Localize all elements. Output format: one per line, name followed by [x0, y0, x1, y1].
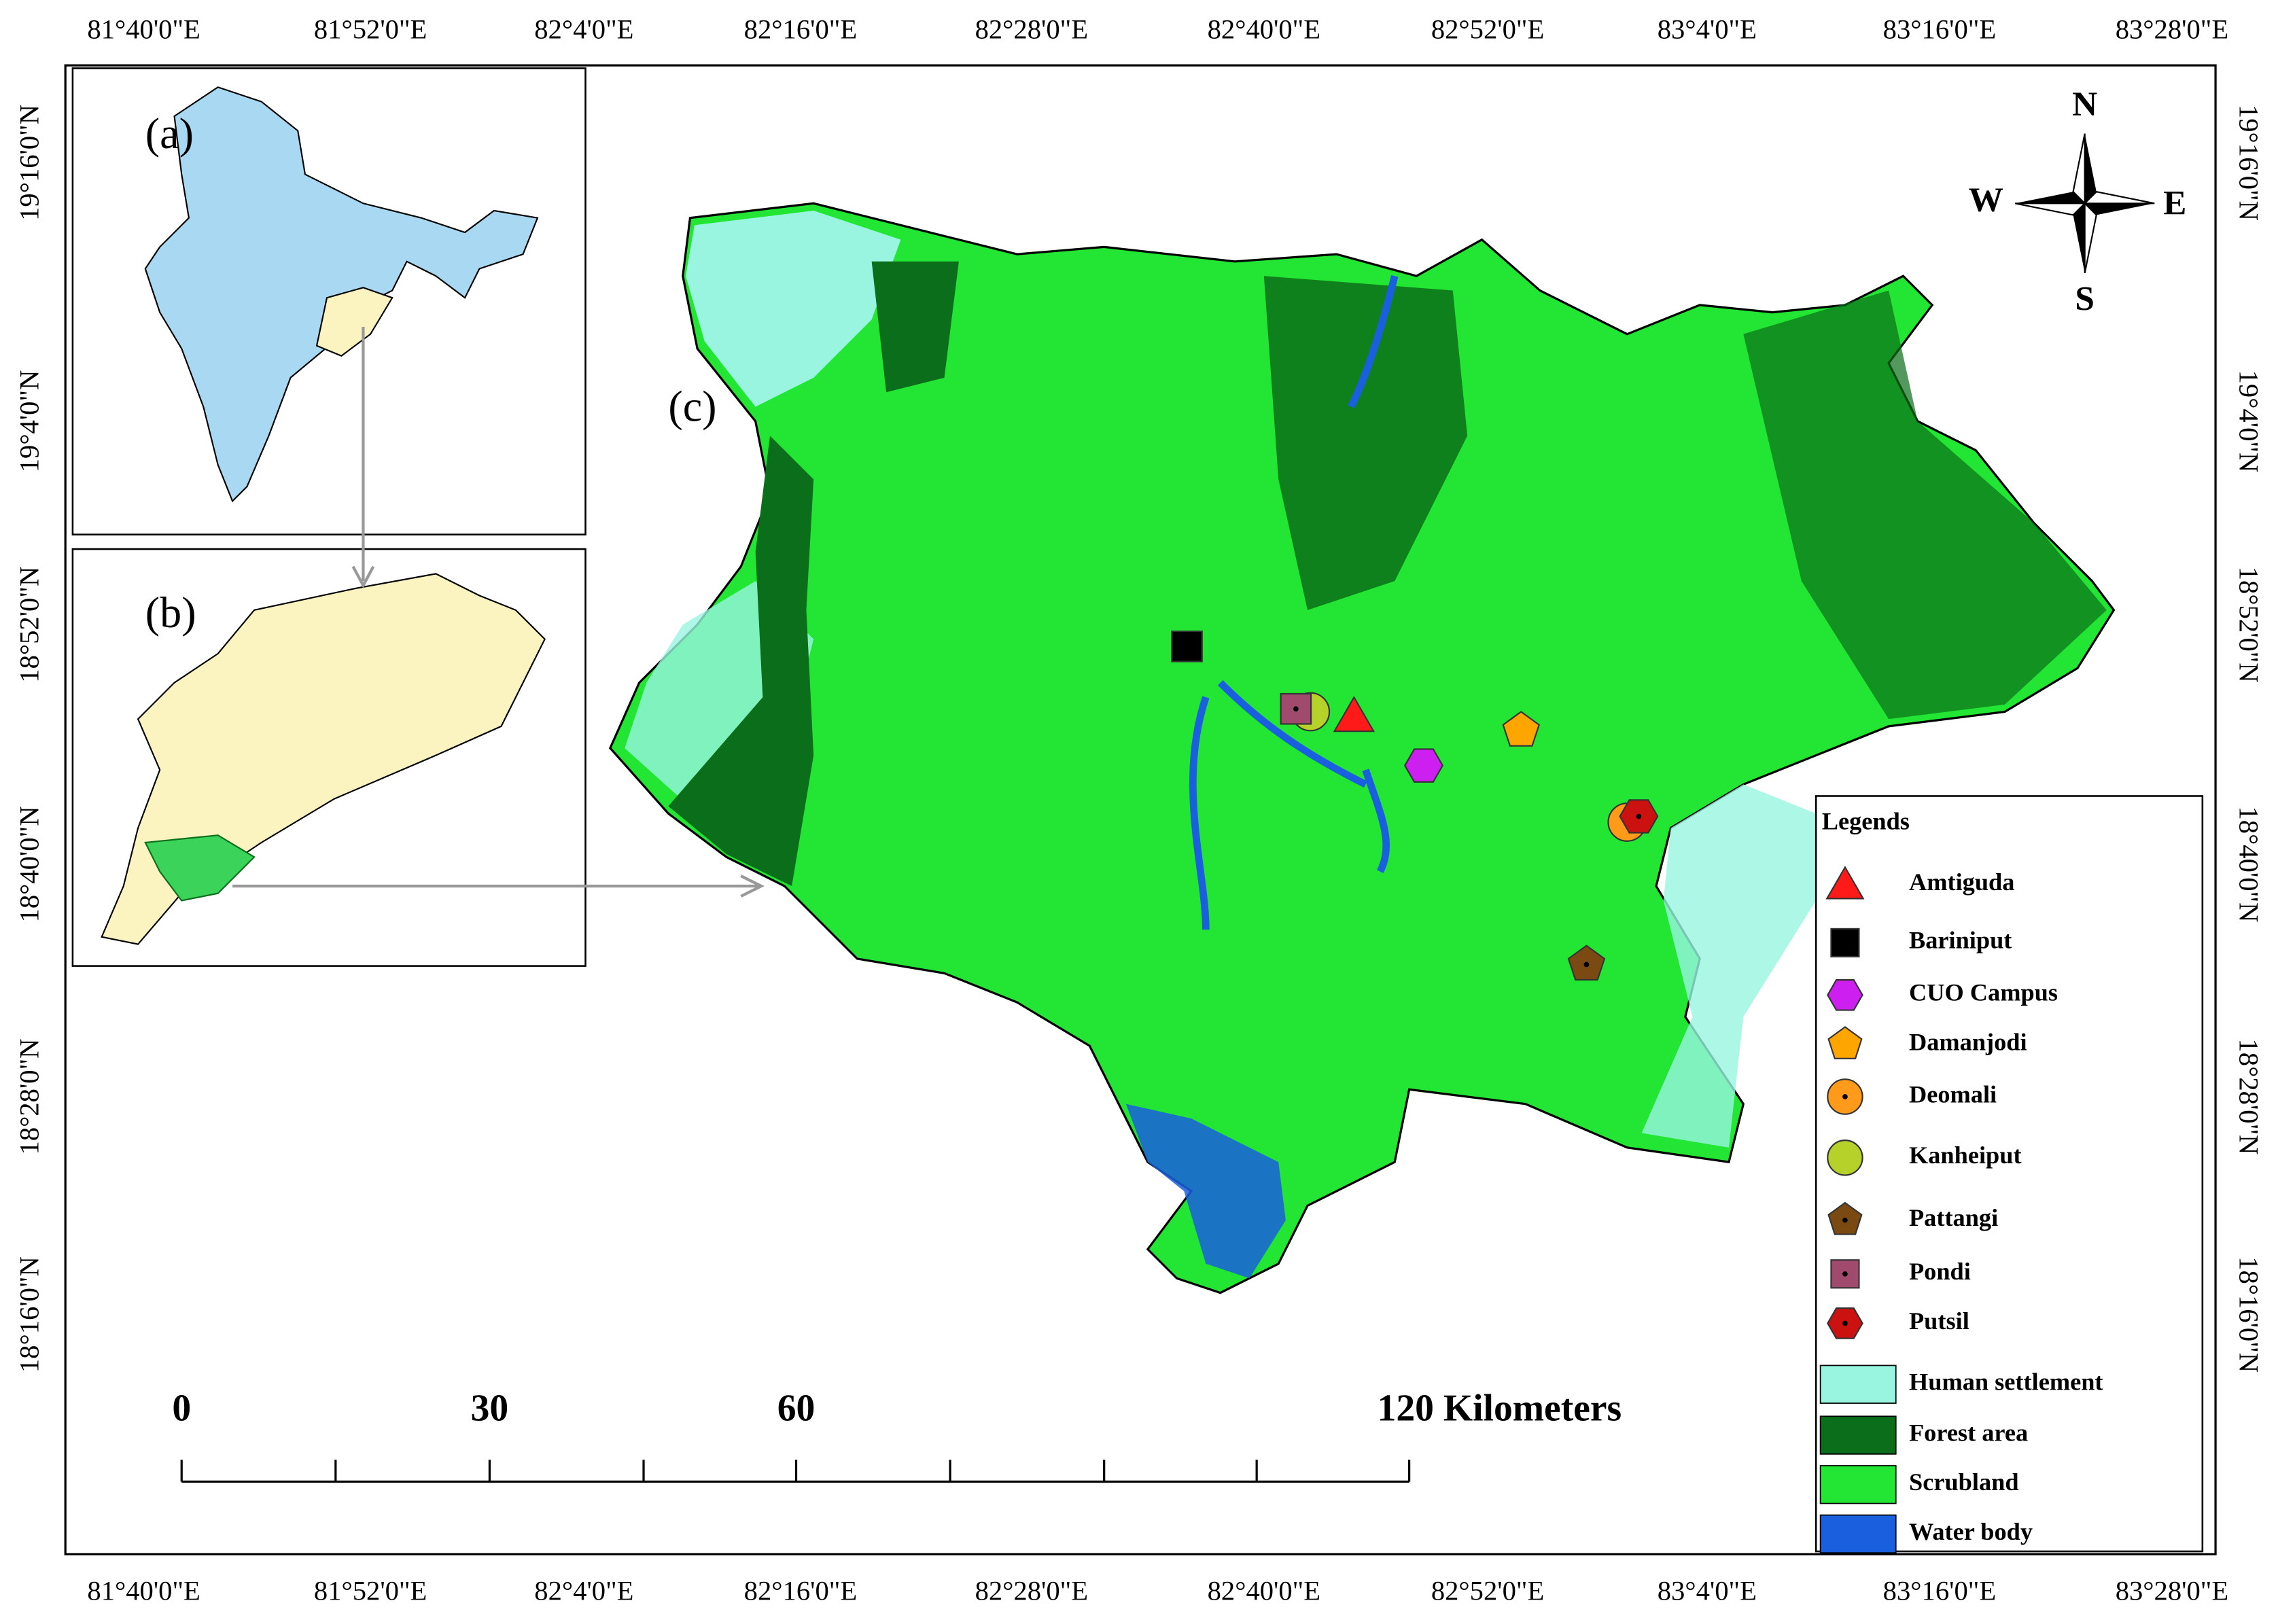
site-marker-dot	[1293, 706, 1299, 712]
study-area-mini	[144, 834, 256, 902]
left-coordinate-label: 19°4'0"N	[14, 370, 44, 473]
compass	[2014, 133, 2155, 274]
forest-patch	[1263, 276, 1468, 610]
settlement-patch	[1641, 784, 1817, 1148]
legend-label: Bariniput	[1909, 927, 2012, 954]
scale-label: 30	[471, 1388, 509, 1430]
bottom-coordinate-label: 82°4'0"E	[534, 1575, 633, 1606]
left-coordinate-label: 18°28'0"N	[14, 1039, 44, 1155]
legend-title: Legends	[1822, 807, 1910, 834]
forest-patch	[871, 261, 959, 393]
right-coordinate-label: 19°16'0"N	[2234, 105, 2264, 221]
compass-w: W	[1969, 181, 2003, 219]
top-coordinate-label: 83°28'0"E	[2116, 14, 2228, 44]
bottom-coordinate-label: 82°16'0"E	[744, 1575, 857, 1606]
left-coordinate-label: 18°52'0"N	[14, 567, 44, 683]
legend-label: Deomali	[1909, 1080, 1997, 1108]
panel-label: (b)	[145, 588, 196, 637]
legend-label: Human settlement	[1909, 1369, 2103, 1396]
legend-label: Amtiguda	[1909, 868, 2014, 896]
panel-label: (c)	[668, 383, 716, 431]
bottom-coordinate-label: 83°16'0"E	[1883, 1575, 1996, 1606]
top-coordinate-label: 82°16'0"E	[744, 14, 857, 44]
legend-symbol	[1827, 1026, 1863, 1059]
compass-n: N	[2072, 85, 2097, 124]
legend-swatch	[1819, 1514, 1897, 1554]
bottom-coordinate-label: 82°52'0"E	[1431, 1575, 1544, 1606]
legend-label: Pattangi	[1909, 1204, 1998, 1231]
site-marker-dot	[1583, 961, 1590, 968]
top-coordinate-label: 83°16'0"E	[1883, 14, 1996, 44]
water-patch	[1125, 1104, 1286, 1279]
bottom-coordinate-label: 83°4'0"E	[1658, 1575, 1757, 1606]
top-coordinate-label: 82°4'0"E	[534, 14, 633, 44]
top-coordinate-label: 81°52'0"E	[314, 14, 427, 44]
left-coordinate-label: 19°16'0"N	[14, 105, 44, 221]
legend-symbol	[1825, 866, 1865, 900]
forest-patch	[1743, 290, 2107, 720]
bottom-coordinate-label: 83°28'0"E	[2116, 1575, 2228, 1606]
top-coordinate-label: 82°40'0"E	[1208, 14, 1320, 44]
legend-symbol	[1827, 979, 1863, 1011]
site-marker	[1333, 695, 1375, 732]
bottom-coordinate-label: 82°40'0"E	[1208, 1575, 1320, 1606]
forest-patch	[668, 436, 814, 887]
legend-label: Forest area	[1909, 1419, 2028, 1446]
site-marker	[1171, 630, 1203, 663]
compass-e: E	[2163, 183, 2186, 222]
scale-label: 120 Kilometers	[1378, 1388, 1622, 1430]
right-coordinate-label: 19°4'0"N	[2234, 370, 2264, 473]
top-coordinate-label: 83°4'0"E	[1658, 14, 1757, 44]
legend-label: Water body	[1909, 1518, 2033, 1545]
legend-symbol-dot	[1842, 1094, 1848, 1099]
legend-label: Kanheiput	[1909, 1142, 2022, 1169]
legend-label: Damanjodi	[1909, 1028, 2027, 1055]
legend-label: Putsil	[1909, 1307, 1969, 1335]
compass-s: S	[2075, 279, 2095, 318]
top-coordinate-label: 81°40'0"E	[87, 14, 200, 44]
settlement-patch	[686, 210, 901, 407]
study-area	[608, 202, 2116, 1294]
legend-symbol-dot	[1842, 1217, 1848, 1223]
left-coordinate-label: 18°16'0"N	[14, 1256, 44, 1373]
site-marker-dot	[1636, 813, 1642, 819]
legend-symbol	[1830, 928, 1860, 957]
legend-symbol-dot	[1842, 1271, 1848, 1277]
bottom-coordinate-label: 81°52'0"E	[314, 1575, 427, 1606]
legend-label: Scrubland	[1909, 1468, 2019, 1496]
scale-label: 0	[172, 1388, 191, 1430]
site-marker	[1403, 748, 1444, 783]
legend-label: Pondi	[1909, 1258, 1971, 1285]
legend-symbol-dot	[1842, 1320, 1848, 1326]
river	[1189, 275, 1399, 930]
legend-swatch	[1819, 1364, 1897, 1404]
bottom-coordinate-label: 82°28'0"E	[975, 1575, 1088, 1606]
right-coordinate-label: 18°40'0"N	[2234, 806, 2264, 922]
odisha-highlight	[315, 287, 393, 357]
site-marker	[1502, 711, 1540, 747]
legend-label: CUO Campus	[1909, 979, 2058, 1006]
arrow	[232, 875, 765, 898]
scale-bar	[180, 1460, 1411, 1483]
right-coordinate-label: 18°28'0"N	[2234, 1039, 2264, 1155]
top-coordinate-label: 82°52'0"E	[1431, 14, 1544, 44]
right-coordinate-label: 18°16'0"N	[2234, 1256, 2264, 1373]
panel-label: (a)	[145, 109, 194, 158]
legend-symbol	[1827, 1140, 1863, 1176]
bottom-coordinate-label: 81°40'0"E	[87, 1575, 200, 1606]
arrow	[351, 326, 375, 589]
legend-swatch	[1819, 1415, 1897, 1455]
legend-swatch	[1819, 1465, 1897, 1504]
right-coordinate-label: 18°52'0"N	[2234, 567, 2264, 683]
left-coordinate-label: 18°40'0"N	[14, 806, 44, 922]
legend-symbol	[1830, 1259, 1860, 1289]
map-frame	[64, 64, 2217, 1555]
top-coordinate-label: 82°28'0"E	[975, 14, 1088, 44]
scale-label: 60	[777, 1388, 816, 1430]
